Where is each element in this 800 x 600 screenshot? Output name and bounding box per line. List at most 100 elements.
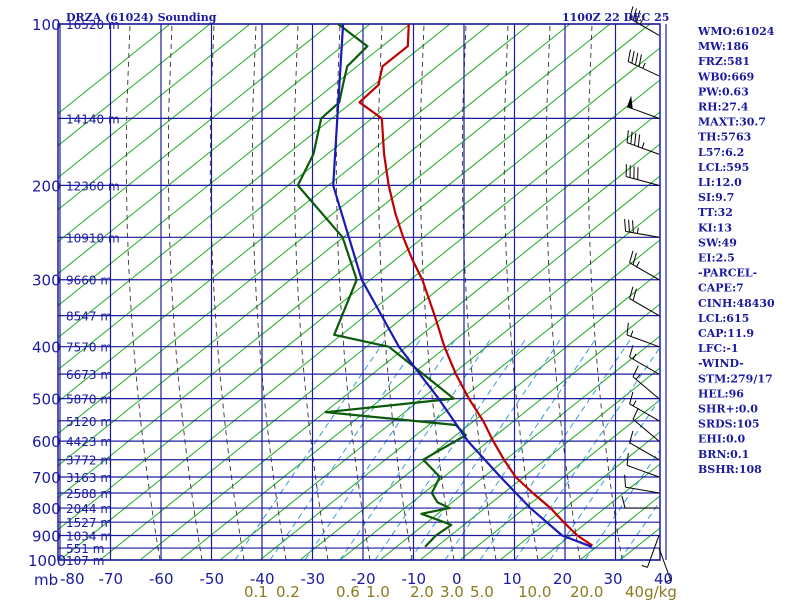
wind-barb [626, 452, 660, 478]
dry-adiabat [780, 24, 800, 560]
wind-barb [629, 286, 660, 317]
mixing-ratio-label: 40g/kg [625, 583, 677, 600]
wind-barb-half-flag [632, 353, 637, 360]
pressure-tick-label: 800 [32, 500, 61, 518]
dry-adiabat [58, 24, 331, 243]
wind-barb-flag [634, 133, 637, 146]
index-item: HEL:96 [698, 387, 744, 400]
wind-barb-half-flag [635, 374, 641, 380]
wind-barb-staff [626, 106, 660, 119]
index-list: WMO:61024 MW:186 FRZ:581 WB0:669 PW:0.63 RH:2… [697, 25, 775, 476]
wind-barb [641, 535, 660, 568]
wind-barb-flag [634, 52, 639, 66]
wind-barb-pennant [627, 95, 633, 109]
mixing-ratio-line [374, 339, 526, 560]
index-item: SRDS:105 [698, 418, 760, 431]
wind-barb [632, 407, 660, 442]
mixing-ratio-label: 2.0 [410, 583, 434, 600]
height-label: 2588 m [66, 487, 112, 501]
wind-barb-flag [636, 10, 641, 23]
index-item: TH:5763 [698, 131, 751, 144]
wind-barb-flag [629, 250, 634, 263]
dry-adiabat [58, 24, 571, 435]
index-item: CINH:48430 [698, 297, 775, 310]
wind-barb [625, 164, 660, 186]
index-item: MW:186 [698, 40, 749, 53]
dry-adiabat [539, 463, 660, 560]
index-item: FRZ:581 [698, 55, 750, 68]
wind-barb-half-flag [632, 400, 637, 407]
index-item: KI:13 [698, 221, 732, 234]
wind-barb-staff [658, 547, 672, 581]
pressure-tick-label: 700 [32, 469, 61, 487]
height-label: 8547 m [66, 310, 112, 324]
dry-adiabat [259, 239, 660, 560]
wind-barb-flag [630, 131, 633, 145]
series-layer [296, 23, 594, 548]
label-layer: -80 -70 -60 -50 -40 -30 -20 -10 0 10 20 30 40 100 200 3… [28, 16, 677, 600]
wind-barb [626, 322, 660, 348]
wind-barb-staff [629, 262, 660, 281]
grid-layer [57, 23, 800, 561]
wind-barb-flag [626, 452, 629, 466]
temp-tick-label: -10 [402, 570, 427, 588]
dry-adiabat [139, 143, 660, 560]
pressure-tick-label: 900 [32, 527, 61, 545]
wind-barb-staff [632, 418, 660, 442]
height-label: 2044 m [66, 502, 112, 516]
dry-adiabat [579, 495, 660, 560]
mixing-ratio-label: 0.1 [244, 583, 268, 600]
dry-adiabat [379, 335, 660, 560]
index-item: PW:0.63 [698, 85, 749, 98]
wind-barb-half-flag [642, 62, 646, 69]
dry-adiabat [58, 24, 611, 467]
wind-barb-flag [624, 219, 627, 232]
index-item: EI:2.5 [698, 252, 735, 265]
moist-adiabat [293, 24, 329, 560]
wind-barb [629, 6, 660, 36]
wind-barb-staff [632, 376, 660, 400]
height-label: 3163 m [66, 471, 112, 485]
dry-adiabat [499, 431, 660, 560]
mixing-ratio-line [584, 449, 660, 560]
pressure-axis-label: mb [34, 571, 58, 589]
height-label: 12360 m [66, 179, 120, 193]
wind-barb [621, 495, 659, 509]
index-item: MAXT:30.7 [698, 116, 766, 129]
moist-adiabat [461, 24, 497, 560]
wind-barb-staff [646, 535, 660, 568]
plot-frame [57, 23, 661, 561]
dry-adiabat [58, 24, 371, 275]
sounding-series-0 [358, 23, 594, 547]
wind-barb-staff [626, 334, 660, 348]
station-title: DRZA (61024) Sounding [66, 11, 217, 24]
wind-barb [629, 430, 660, 461]
wind-barb-flag [628, 219, 630, 233]
sounding-time: 1100Z 22 DEC 25 [562, 11, 669, 24]
temp-tick-label: 40 [654, 570, 673, 588]
index-item: CAPE:7 [698, 282, 744, 295]
wind-barb-flag [629, 391, 634, 404]
wind-barb-flag [632, 365, 639, 378]
wind-barb-flag [637, 134, 641, 147]
wind-barb-staff [626, 142, 660, 155]
mixing-ratio-label: 10.0 [518, 583, 551, 600]
pressure-tick-label: 300 [32, 272, 61, 290]
wind-barb-flag [632, 288, 637, 301]
height-label: 14140 m [66, 112, 120, 126]
plot-area-lines [58, 24, 800, 560]
index-item: LCL:595 [698, 161, 749, 174]
pressure-tick-label: 400 [32, 339, 61, 357]
wind-barb-flag [626, 130, 629, 143]
dry-adiabat [59, 79, 660, 560]
moist-adiabat [209, 24, 245, 560]
wind-barb-staff [625, 230, 660, 238]
dry-adiabat [58, 24, 531, 403]
height-label: 5870 m [66, 393, 112, 407]
wind-barb-half-flag [664, 579, 671, 583]
mixing-ratio-label: 0.2 [276, 583, 300, 600]
temp-tick-label: -60 [149, 570, 174, 588]
height-label: 551 m [66, 542, 104, 556]
index-item: BSHR:108 [698, 463, 762, 476]
height-label: 7570 m [66, 341, 112, 355]
